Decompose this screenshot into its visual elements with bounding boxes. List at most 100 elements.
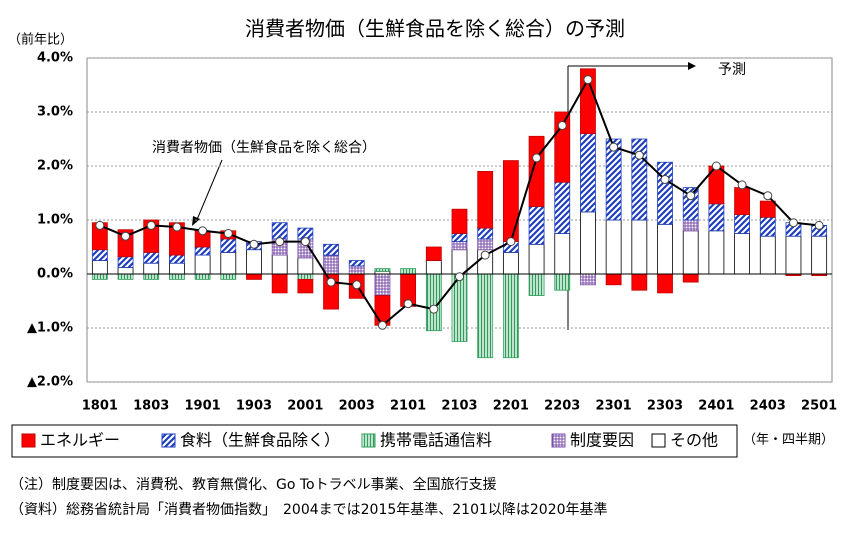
bar-segment bbox=[477, 238, 494, 251]
bar-segment bbox=[91, 249, 108, 261]
bar-segment bbox=[528, 206, 545, 245]
cpi-point bbox=[377, 320, 387, 330]
bar-segment bbox=[143, 262, 160, 275]
forecast-arrowhead bbox=[688, 62, 696, 70]
chart: 消費者物価（生鮮食品を除く総合）の予測 （前年比） （年・四半期） 予測 消費者… bbox=[8, 17, 837, 458]
bar-segment bbox=[759, 216, 776, 237]
cpi-point bbox=[146, 220, 156, 230]
bar-segment bbox=[169, 254, 185, 264]
x-tick-label: 2301 bbox=[596, 399, 632, 414]
x-tick-label: 2101 bbox=[390, 399, 426, 414]
cpi-point bbox=[609, 142, 619, 152]
bar-segment bbox=[323, 243, 339, 256]
cpi-point bbox=[532, 153, 542, 163]
cpi-point bbox=[121, 231, 131, 241]
annotation-arrow bbox=[195, 159, 223, 223]
bar-segment bbox=[117, 267, 134, 275]
x-tick-label: 2003 bbox=[339, 399, 375, 414]
bar-segment bbox=[374, 268, 391, 272]
cpi-point bbox=[300, 237, 310, 247]
bar-segment bbox=[451, 241, 468, 251]
bar-segment bbox=[580, 211, 596, 275]
bar-segment bbox=[246, 273, 262, 280]
note: （注）制度要因は、消費税、教育無償化、Go Toトラベル事業、全国旅行支援 bbox=[10, 477, 497, 493]
bar-segment bbox=[297, 257, 314, 275]
cpi-point bbox=[686, 191, 696, 201]
bar-segment bbox=[143, 251, 160, 264]
bar-segment bbox=[117, 273, 134, 280]
line-annotation: 消費者物価（生鮮食品を除く総合） bbox=[152, 139, 376, 156]
x-tick-label: 2401 bbox=[698, 399, 734, 414]
bar-segment bbox=[528, 273, 545, 297]
bar-segment bbox=[220, 273, 237, 280]
bar-segment bbox=[759, 200, 776, 218]
bar-segment bbox=[631, 273, 648, 291]
bar-segment bbox=[682, 230, 699, 275]
bar-segment bbox=[169, 262, 185, 275]
legend-label: 制度要因 bbox=[570, 431, 634, 450]
bar-segment bbox=[400, 268, 417, 275]
cpi-point bbox=[95, 220, 105, 230]
legend-swatch bbox=[651, 433, 666, 448]
bar-segment bbox=[91, 260, 108, 275]
bar-segment bbox=[554, 233, 571, 275]
cpi-point bbox=[326, 277, 336, 287]
bar-segment bbox=[117, 256, 134, 268]
cpi-point bbox=[634, 150, 644, 160]
bar-segment bbox=[194, 254, 211, 275]
cpi-point bbox=[403, 299, 413, 309]
bar-segment bbox=[220, 251, 237, 275]
x-tick-label: 2001 bbox=[287, 399, 323, 414]
cpi-point bbox=[506, 237, 516, 247]
legend-swatch bbox=[361, 433, 376, 448]
bar-segment bbox=[580, 133, 596, 213]
bar-segment bbox=[374, 273, 391, 297]
bar-segment bbox=[631, 219, 648, 275]
bar-segment bbox=[708, 230, 725, 275]
bar-segment bbox=[297, 273, 314, 280]
bar-segment bbox=[348, 260, 365, 267]
bar-segment bbox=[580, 273, 596, 286]
annotation-arrowhead bbox=[192, 216, 200, 226]
bar-segment bbox=[297, 278, 314, 294]
bar-segment bbox=[657, 223, 673, 275]
bar-segment bbox=[708, 203, 725, 232]
bar-segment bbox=[734, 187, 750, 216]
bar-segment bbox=[759, 235, 776, 275]
bar-segment bbox=[425, 246, 442, 261]
y-tick-label: 2.0% bbox=[37, 159, 73, 174]
forecast-label: 予測 bbox=[718, 62, 746, 78]
bar-segment bbox=[169, 273, 185, 280]
bar-segment bbox=[451, 208, 468, 234]
bar-segment bbox=[425, 260, 442, 275]
legend-label: エネルギー bbox=[40, 431, 120, 450]
bar-segment bbox=[477, 273, 494, 359]
legend-swatch bbox=[551, 433, 566, 448]
bar-segment bbox=[734, 233, 750, 275]
cpi-point bbox=[429, 304, 439, 314]
legend-swatch bbox=[161, 433, 176, 448]
bar-segment bbox=[682, 273, 699, 283]
bar-segment bbox=[323, 254, 339, 275]
x-tick-label: 1901 bbox=[185, 399, 221, 414]
bar-segment bbox=[734, 214, 750, 234]
bar-segment bbox=[528, 135, 545, 207]
legend-label: 食料（生鮮食品除く） bbox=[180, 431, 340, 450]
x-tick-label: 1803 bbox=[133, 399, 169, 414]
cpi-point bbox=[172, 222, 182, 232]
cpi-point bbox=[352, 280, 362, 290]
y-tick-label: 1.0% bbox=[37, 213, 73, 228]
bar-segment bbox=[271, 273, 288, 294]
bar-segment bbox=[605, 138, 622, 221]
y-tick-label: 3.0% bbox=[37, 105, 73, 120]
bar-segment bbox=[348, 265, 365, 275]
y-axis-label: （前年比） bbox=[8, 32, 73, 48]
bar-segment bbox=[682, 219, 699, 232]
bar-segment bbox=[554, 273, 571, 291]
legend-label: その他 bbox=[670, 431, 718, 450]
bar-segment bbox=[143, 219, 160, 253]
cpi-point bbox=[223, 229, 233, 238]
bar-segment bbox=[554, 181, 571, 234]
bar-segment bbox=[657, 273, 673, 294]
x-tick-label: 2103 bbox=[441, 399, 477, 414]
